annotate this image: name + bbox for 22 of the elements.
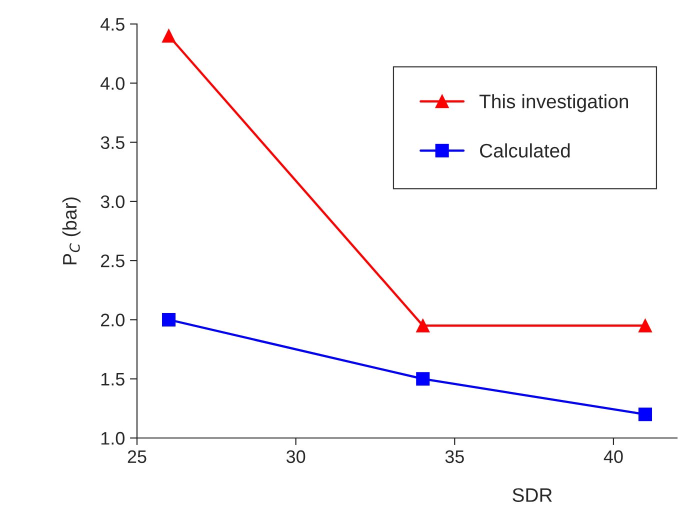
y-tick-label: 2.5 (101, 254, 124, 268)
y-axis-title: P$_{C}$ (bar) (62, 197, 80, 264)
point (162, 312, 176, 326)
y-tick-label: 1.5 (101, 372, 124, 386)
y-tick-label: 3.5 (100, 136, 124, 150)
x-tick-label: 30 (286, 450, 306, 464)
x-tick-label: 25 (128, 450, 146, 464)
y-tick-label: 3.0 (100, 195, 124, 208)
y-tick-label: 4.0 (100, 77, 124, 90)
point (638, 318, 652, 332)
x-tick-label: 35 (445, 450, 464, 464)
point (162, 29, 176, 43)
point (638, 408, 652, 422)
x-tick-label: 40 (604, 450, 623, 464)
y-tick-label: 4.5 (100, 18, 124, 31)
point (416, 372, 430, 386)
y-tick-label: 2.0 (101, 314, 124, 326)
x-axis-title: SDR (512, 488, 552, 502)
legend-label: Calculated (480, 143, 570, 158)
y-tick-label: 1.0 (101, 432, 124, 445)
legend-label: This investigation (479, 94, 628, 112)
point (416, 318, 430, 332)
